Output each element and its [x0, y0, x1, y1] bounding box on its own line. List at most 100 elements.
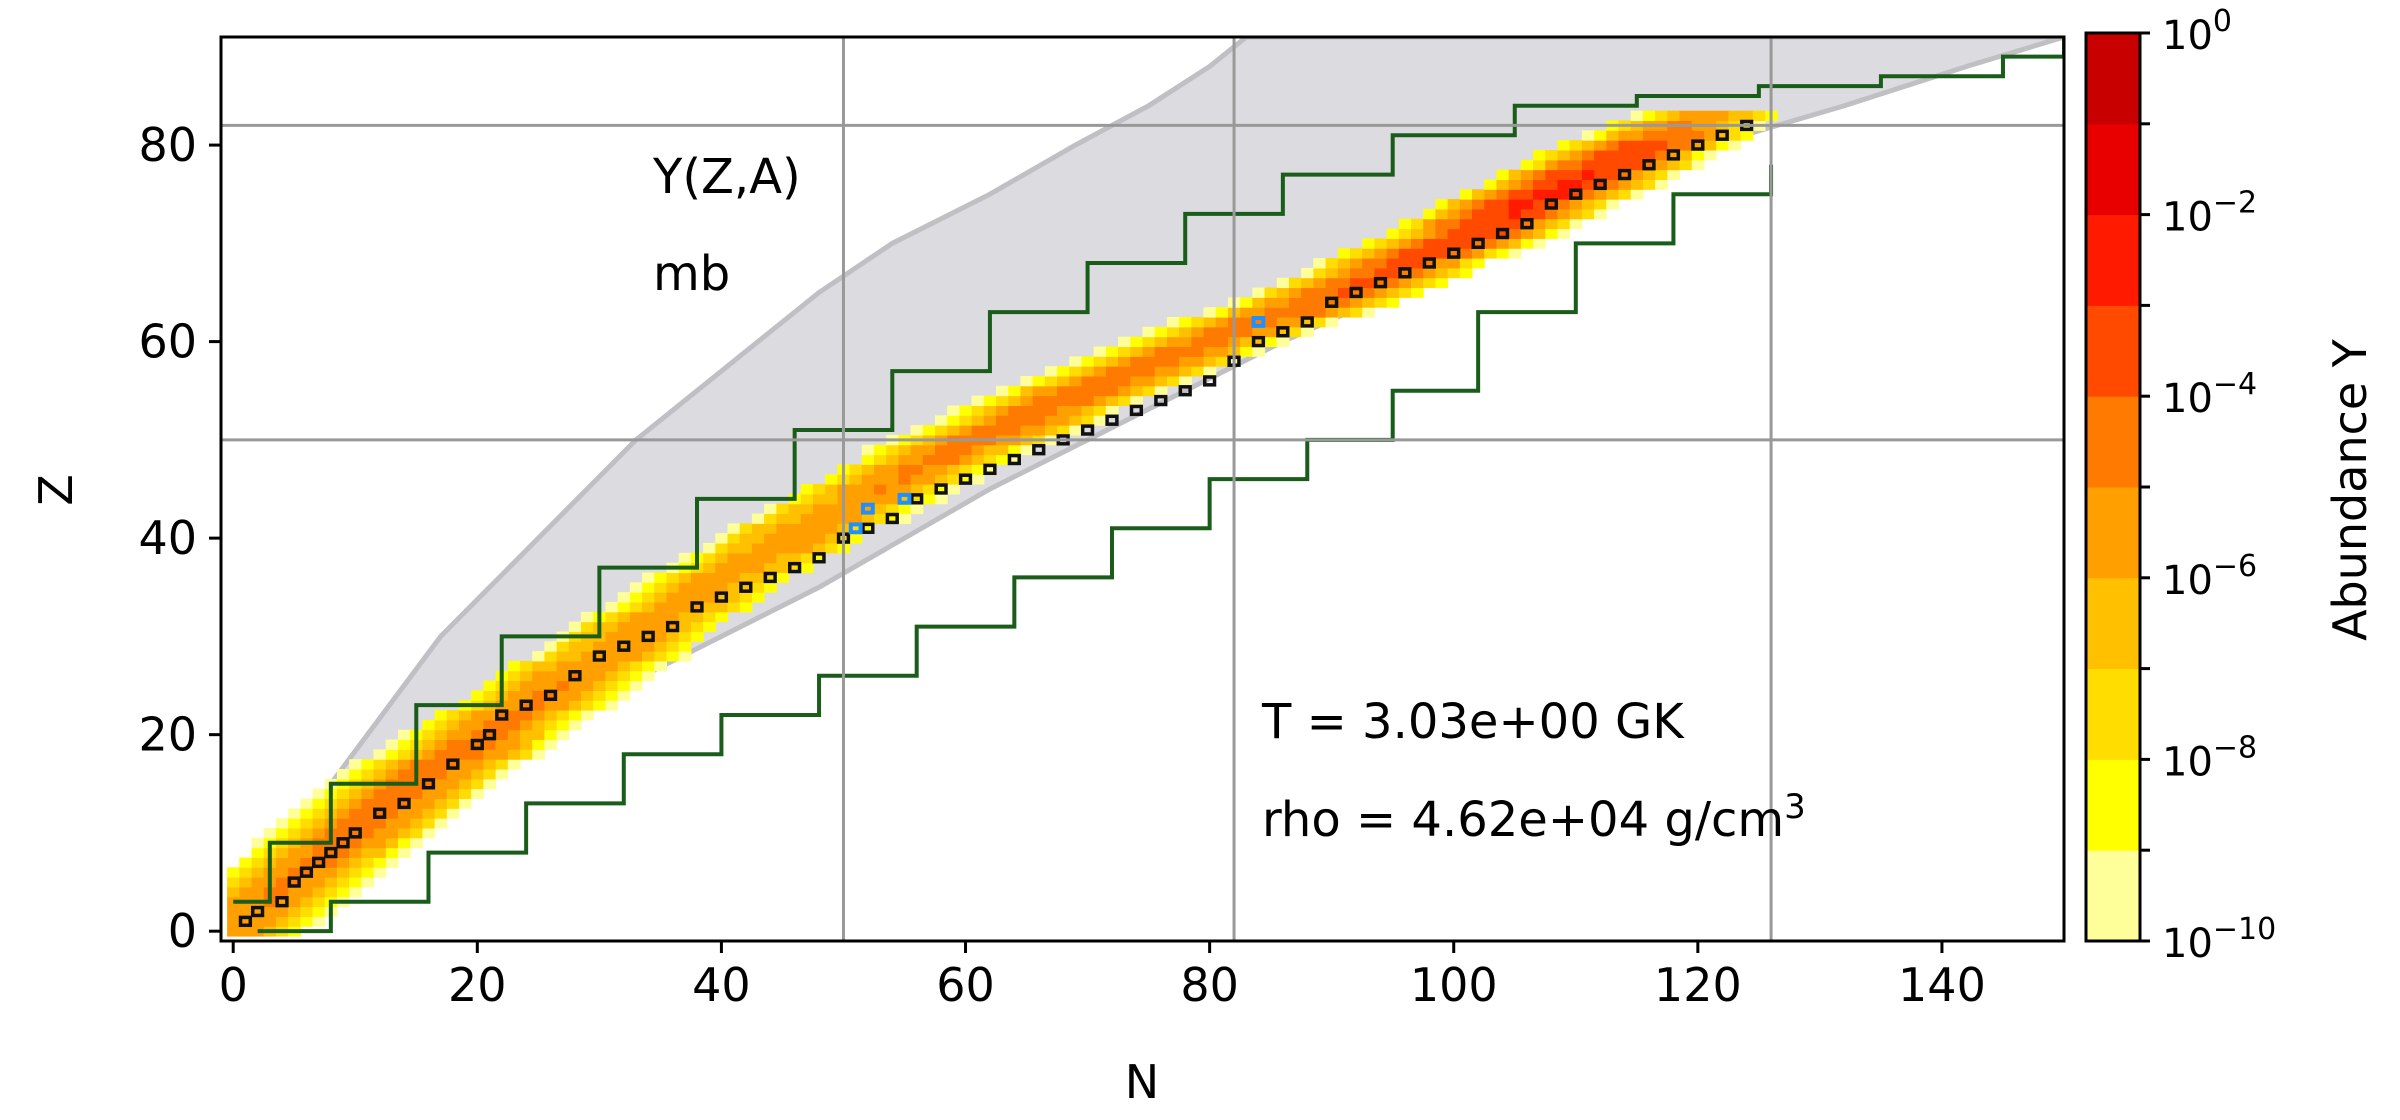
x-tick-label: 20 — [448, 958, 507, 1012]
stable-isotope-box — [1495, 227, 1510, 240]
abundance-cell — [1630, 159, 1644, 171]
abundance-cell — [751, 533, 765, 544]
abundance-cell — [336, 857, 350, 868]
abundance-cell — [397, 808, 411, 819]
abundance-cell — [1398, 228, 1412, 239]
highlighted-isotope-box — [1251, 316, 1266, 328]
abundance-cell — [1276, 297, 1290, 308]
colorbar-tick-label: 10−8 — [2162, 730, 2257, 785]
abundance-cell — [410, 837, 423, 849]
stable-isotope-box — [324, 846, 338, 859]
abundance-cell — [385, 759, 399, 770]
abundance-cell — [1325, 317, 1339, 328]
abundance-cell — [947, 474, 960, 485]
abundance-cell — [788, 552, 802, 564]
abundance-cell — [1594, 159, 1607, 171]
abundance-cell — [495, 719, 509, 731]
abundance-cell — [1398, 267, 1412, 279]
abundance-cell — [800, 523, 814, 534]
abundance-cell — [642, 621, 655, 632]
abundance-cell — [1606, 189, 1620, 200]
abundance-cell — [1594, 199, 1607, 210]
abundance-cell — [1203, 317, 1217, 328]
abundance-cell — [617, 690, 631, 701]
abundance-cell — [739, 562, 753, 574]
abundance-cell — [312, 798, 326, 809]
abundance-cell — [910, 464, 924, 475]
stable-isotope-box — [934, 483, 948, 495]
density-superscript: 3 — [1784, 787, 1806, 827]
abundance-cell — [1594, 130, 1607, 141]
abundance-cell — [568, 660, 582, 672]
plot-content — [221, 37, 2064, 941]
abundance-cell — [605, 641, 619, 652]
abundance-cell — [1118, 346, 1131, 357]
abundance-cell — [349, 886, 362, 898]
abundance-cell — [1325, 267, 1339, 279]
colorbar-segment — [2086, 850, 2140, 942]
stable-isotope-box — [983, 463, 997, 476]
abundance-cell — [751, 562, 765, 574]
abundance-cell — [1386, 277, 1400, 289]
abundance-cell — [1008, 385, 1021, 397]
abundance-cell — [336, 808, 350, 819]
abundance-cell — [459, 719, 472, 731]
abundance-cell — [1508, 248, 1522, 259]
abundance-cell — [935, 474, 948, 485]
abundance-cell — [1557, 169, 1571, 180]
abundance-cell — [495, 749, 509, 760]
abundance-cell — [336, 867, 350, 878]
abundance-cell — [1008, 444, 1021, 456]
abundance-cell — [996, 395, 1009, 406]
abundance-cell — [288, 877, 301, 888]
abundance-cell — [361, 808, 375, 819]
abundance-cell — [593, 690, 606, 701]
abundance-cell — [556, 700, 570, 711]
abundance-cell — [1569, 140, 1583, 151]
abundance-cell — [1508, 169, 1522, 180]
abundance-cell — [1728, 130, 1742, 141]
abundance-cell — [1264, 307, 1278, 318]
abundance-cell — [459, 739, 472, 750]
abundance-cell — [1655, 140, 1668, 151]
abundance-cell — [1349, 267, 1363, 279]
abundance-cell — [434, 798, 448, 809]
abundance-cell — [336, 886, 350, 898]
abundance-cell — [739, 572, 753, 583]
abundance-cell — [922, 493, 936, 505]
abundance-cell — [947, 415, 960, 426]
abundance-cell — [1374, 287, 1388, 298]
abundance-cell — [739, 602, 753, 613]
abundance-cell — [776, 543, 790, 554]
abundance-cell — [1179, 366, 1192, 377]
abundance-cell — [1008, 395, 1021, 406]
colorbar-segment — [2086, 33, 2140, 125]
stable-isotope-box — [1251, 335, 1266, 348]
colorbar-tick-label: 10−10 — [2162, 912, 2276, 967]
abundance-cell — [898, 454, 912, 465]
abundance-cell — [312, 818, 326, 829]
abundance-cell — [324, 847, 338, 858]
abundance-cell — [459, 798, 472, 809]
abundance-cell — [1496, 208, 1510, 220]
abundance-cell — [1459, 208, 1473, 220]
abundance-cell — [873, 464, 887, 475]
abundance-cells — [227, 110, 1778, 937]
abundance-cell — [349, 759, 362, 770]
abundance-cell — [849, 503, 863, 515]
abundance-cell — [1179, 356, 1192, 367]
abundance-cell — [1435, 208, 1449, 220]
abundance-cell — [1484, 218, 1497, 230]
abundance-cell — [739, 533, 753, 544]
abundance-cell — [1398, 238, 1412, 249]
abundance-cell — [678, 631, 692, 642]
abundance-cell — [532, 680, 545, 691]
abundance-cell — [1411, 287, 1424, 298]
abundance-cell — [1606, 130, 1620, 141]
abundance-cell — [1276, 317, 1290, 328]
abundance-cell — [593, 680, 606, 691]
abundance-cell — [1240, 297, 1253, 308]
stable-isotope-box — [1154, 394, 1168, 407]
abundance-cell — [1081, 405, 1095, 416]
abundance-cell — [739, 552, 753, 564]
